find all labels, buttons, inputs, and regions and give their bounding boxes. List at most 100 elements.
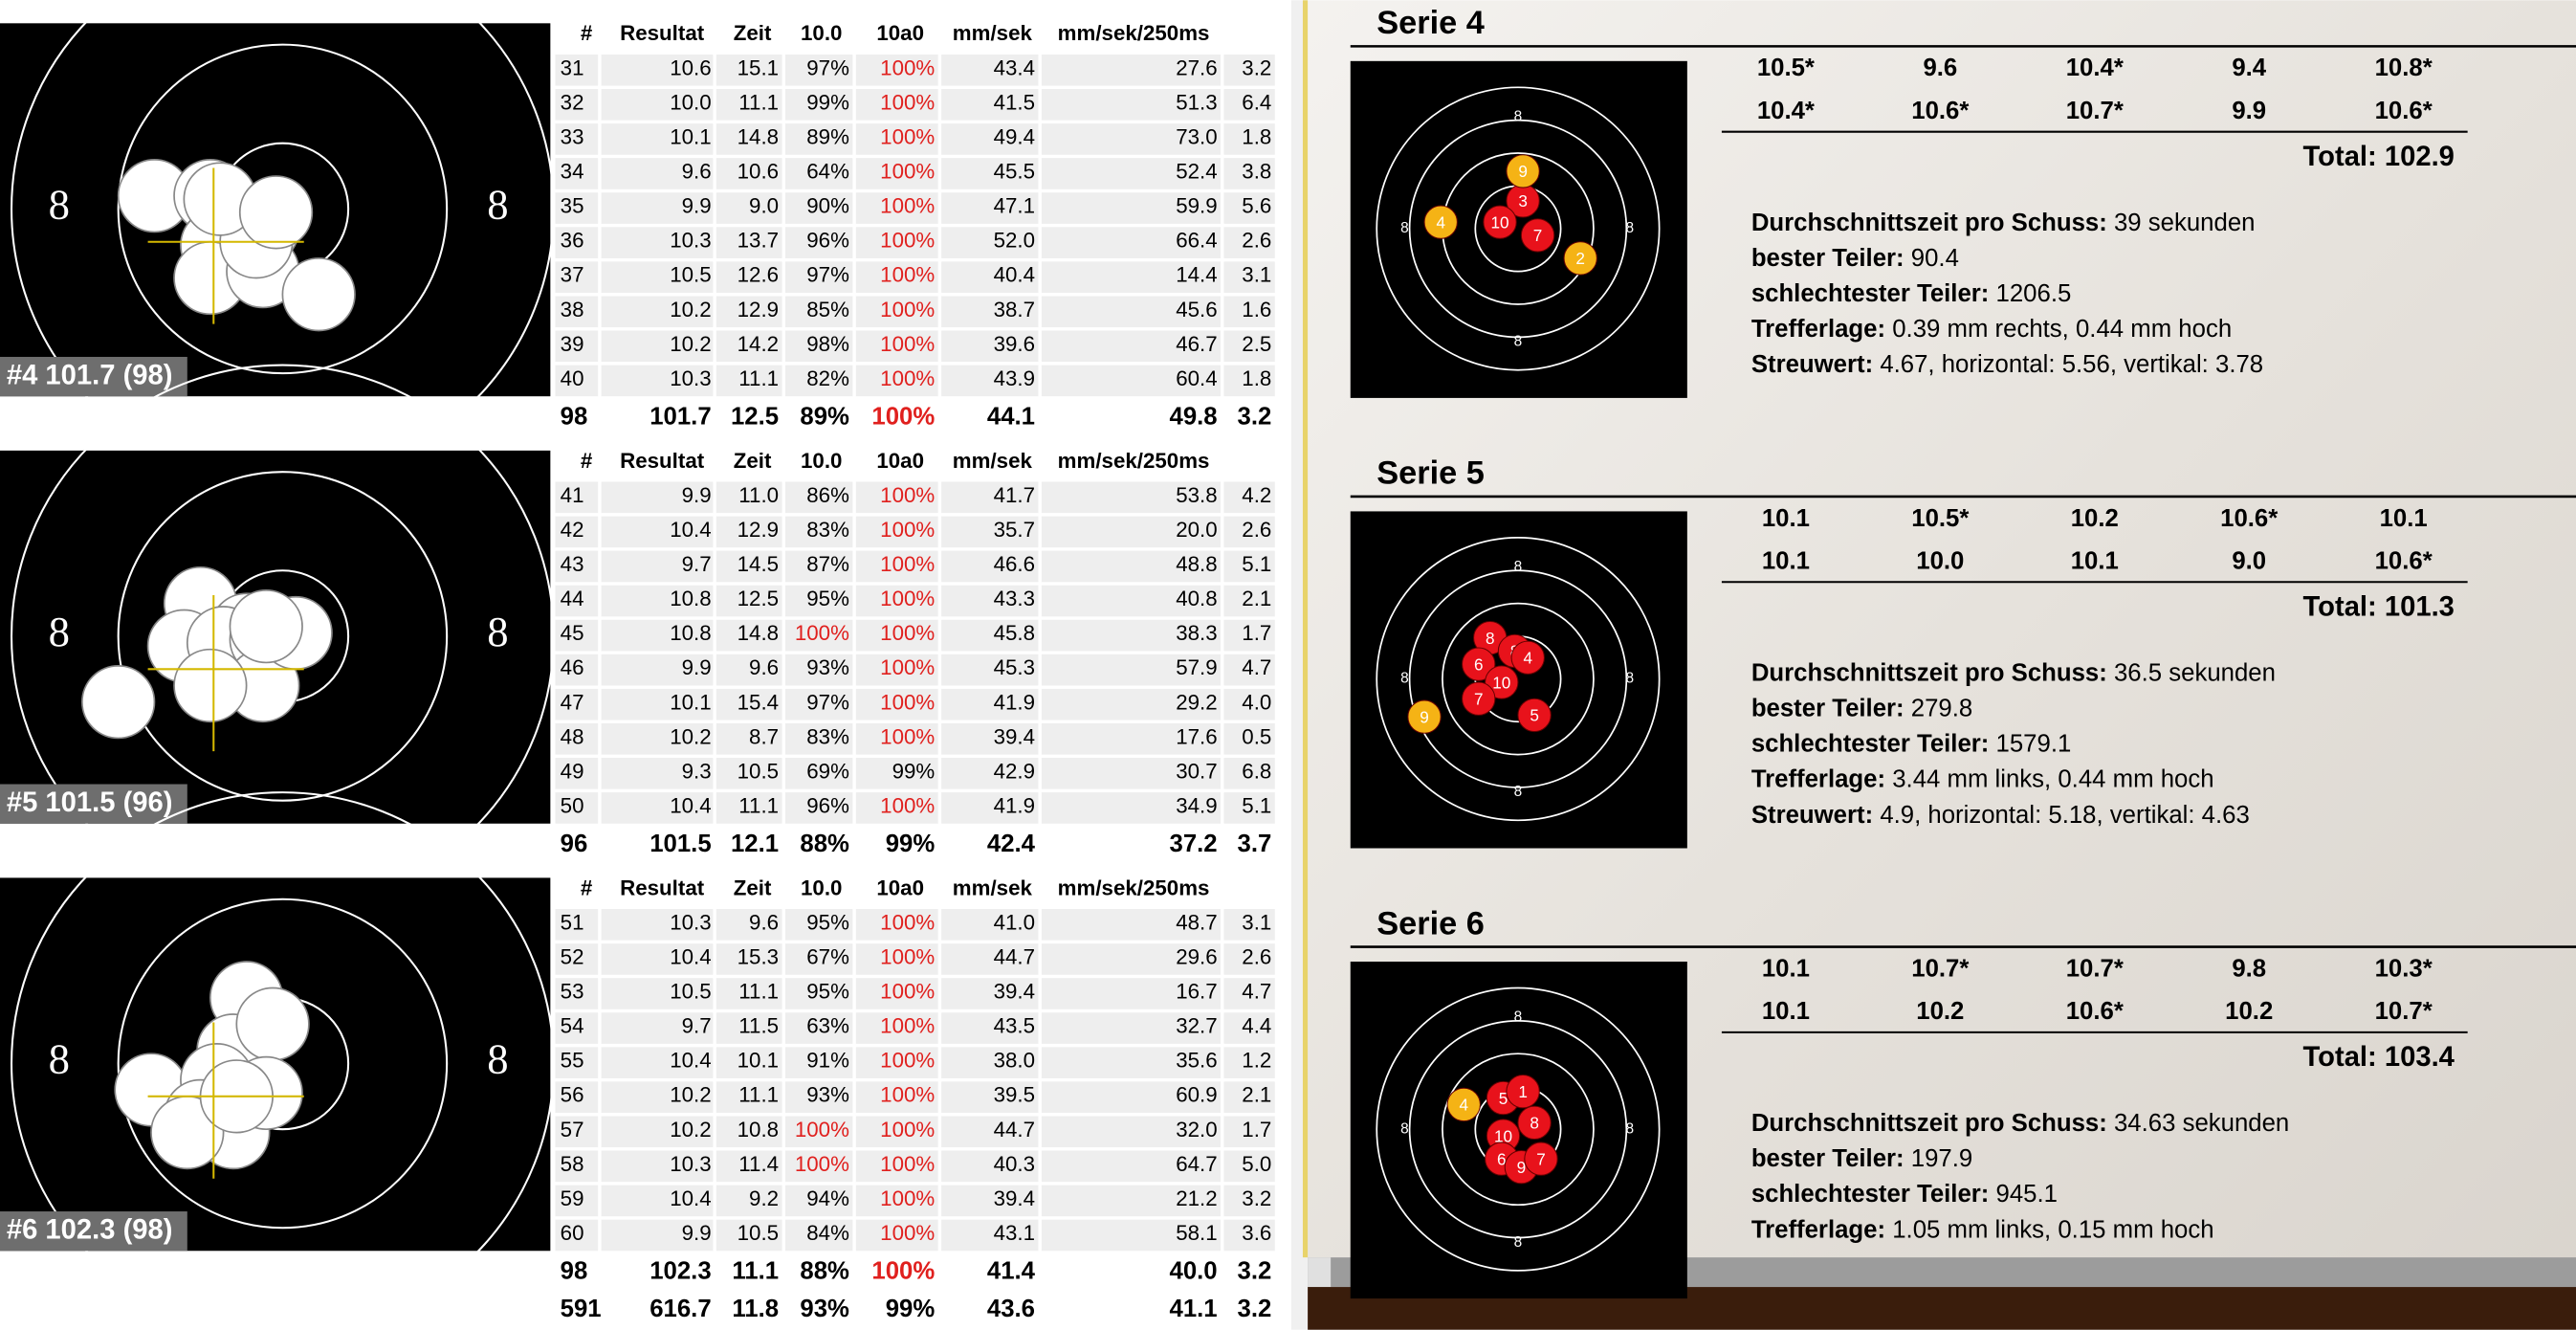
stat-value: 1.05 mm links, 0.15 mm hoch bbox=[1892, 1216, 2213, 1243]
target-ring bbox=[1376, 86, 1661, 371]
hit-label: 7 bbox=[1474, 689, 1484, 708]
table-cell: 3.2 bbox=[1242, 55, 1271, 79]
cell-bg bbox=[855, 192, 938, 224]
table-cell: 64.7 bbox=[1176, 1152, 1217, 1176]
cell-bg bbox=[716, 550, 782, 583]
cell-bg bbox=[1223, 978, 1275, 1009]
table-cell: 39 bbox=[561, 332, 584, 356]
stat-line: Durchschnittszeit pro Schuss: 39 sekunde… bbox=[1751, 210, 2256, 236]
table-cell: 58 bbox=[561, 1152, 584, 1176]
cell-bg bbox=[941, 1047, 1039, 1078]
target-ring bbox=[1376, 986, 1661, 1272]
table-cell: 11.1 bbox=[738, 1083, 779, 1107]
shot-value: 10.7* bbox=[2375, 998, 2433, 1025]
ring-label: 8 bbox=[487, 181, 508, 229]
summary-cell: 42.4 bbox=[987, 831, 1036, 857]
table-cell: 10.2 bbox=[670, 724, 711, 748]
hit-marker bbox=[1462, 647, 1496, 681]
cell-bg bbox=[716, 296, 782, 328]
table-cell: 60.9 bbox=[1176, 1083, 1217, 1107]
table-cell: 100% bbox=[880, 1049, 935, 1073]
table-cell: 2.1 bbox=[1242, 1083, 1271, 1107]
table-cell: 54 bbox=[561, 1014, 584, 1038]
column-header: # bbox=[581, 449, 593, 473]
table-cell: 82% bbox=[806, 366, 849, 390]
table-cell: 67% bbox=[806, 944, 849, 968]
stat-label: Durchschnittszeit pro Schuss: bbox=[1751, 210, 2107, 236]
target-ring bbox=[117, 43, 449, 375]
table-cell: 99% bbox=[892, 759, 936, 783]
table-cell: 33 bbox=[561, 124, 584, 148]
table-cell: 15.1 bbox=[738, 55, 779, 79]
cell-bg bbox=[941, 1012, 1039, 1044]
cell-bg bbox=[855, 619, 938, 652]
table-cell: 9.9 bbox=[682, 483, 712, 507]
column-header: Zeit bbox=[734, 449, 772, 473]
table-cell: 87% bbox=[806, 552, 849, 576]
shot-value: 10.1 bbox=[2071, 547, 2119, 574]
cell-bg bbox=[855, 722, 938, 755]
table-cell: 9.0 bbox=[749, 194, 779, 218]
cell-bg bbox=[716, 330, 782, 363]
cell-bg bbox=[855, 1219, 938, 1252]
hit-marker bbox=[1506, 1074, 1540, 1109]
cell-bg bbox=[555, 550, 599, 583]
table-cell: 10.4 bbox=[670, 793, 711, 817]
table-cell: 100% bbox=[880, 690, 935, 714]
stat-label: Trefferlage: bbox=[1751, 1216, 1885, 1243]
cell-bg bbox=[1223, 1116, 1275, 1148]
table-cell: 100% bbox=[880, 1014, 935, 1038]
table-cell: 2.6 bbox=[1242, 229, 1271, 253]
table-cell: 11.0 bbox=[738, 483, 779, 507]
cell-bg bbox=[601, 89, 714, 121]
table-cell: 14.8 bbox=[738, 124, 779, 148]
table-cell: 10.0 bbox=[670, 90, 711, 114]
table-cell: 89% bbox=[806, 124, 849, 148]
cell-bg bbox=[1223, 688, 1275, 720]
cell-bg bbox=[1223, 158, 1275, 189]
grand-total-cell: 591 bbox=[561, 1296, 602, 1322]
cell-bg bbox=[941, 758, 1039, 789]
table-cell: 100% bbox=[880, 1186, 935, 1210]
table-cell: 95% bbox=[806, 980, 849, 1004]
cell-bg bbox=[784, 792, 853, 824]
cell-bg bbox=[941, 481, 1039, 514]
table-cell: 38.3 bbox=[1176, 621, 1217, 645]
hit-marker bbox=[1506, 154, 1540, 188]
scroll-left-button[interactable] bbox=[1308, 1257, 1332, 1288]
stat-label: schlechtester Teiler: bbox=[1751, 730, 1990, 757]
hit-label: 9 bbox=[1518, 162, 1528, 181]
table-cell: 5.1 bbox=[1242, 552, 1271, 576]
table-cell: 100% bbox=[880, 724, 935, 748]
series-target bbox=[1350, 60, 1687, 398]
cell-bg bbox=[784, 296, 853, 328]
table-cell: 34.9 bbox=[1176, 793, 1217, 817]
shot-value: 10.1 bbox=[1762, 505, 1810, 532]
table-cell: 50 bbox=[561, 793, 584, 817]
cell-bg bbox=[716, 585, 782, 617]
table-cell: 10.4 bbox=[670, 518, 711, 542]
cell-bg bbox=[941, 909, 1039, 941]
table-cell: 52.0 bbox=[994, 229, 1035, 253]
target-ring bbox=[117, 471, 449, 802]
table-cell: 39.4 bbox=[994, 980, 1035, 1004]
column-header: # bbox=[581, 876, 593, 899]
grand-total-cell: 11.8 bbox=[732, 1296, 779, 1322]
cell-bg bbox=[716, 1116, 782, 1148]
table-cell: 5.6 bbox=[1242, 194, 1271, 218]
stat-line: schlechtester Teiler: 1206.5 bbox=[1751, 280, 2071, 307]
hit-marker bbox=[1510, 640, 1545, 675]
cell-bg bbox=[855, 758, 938, 789]
column-header: mm/sek/250ms bbox=[1058, 21, 1210, 45]
table-cell: 86% bbox=[806, 483, 849, 507]
column-header: Zeit bbox=[734, 876, 772, 899]
cell-bg bbox=[941, 792, 1039, 824]
stat-line: schlechtester Teiler: 1579.1 bbox=[1751, 730, 2071, 757]
shot-hole bbox=[281, 257, 356, 332]
cell-bg bbox=[784, 1047, 853, 1078]
table-cell: 100% bbox=[880, 944, 935, 968]
series-title: Serie 6 bbox=[1376, 905, 1485, 942]
cell-bg bbox=[716, 123, 782, 155]
cell-bg bbox=[784, 550, 853, 583]
